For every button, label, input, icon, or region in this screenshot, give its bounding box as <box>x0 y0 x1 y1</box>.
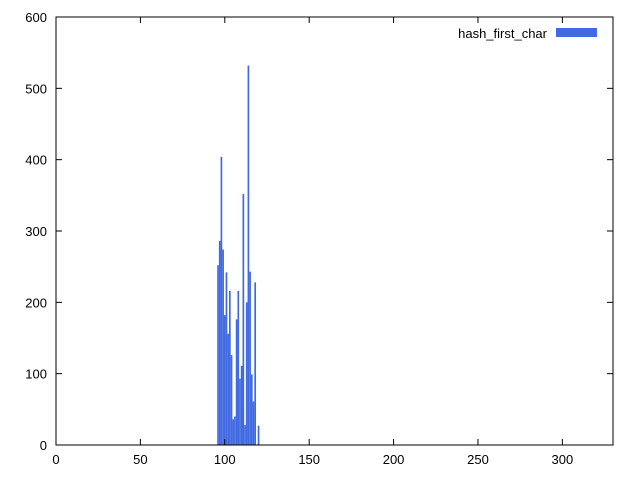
bar-112 <box>244 425 246 445</box>
x-tick-label: 300 <box>552 452 574 467</box>
plot-frame <box>55 16 614 446</box>
bar-96 <box>217 265 219 445</box>
x-tick-label: 0 <box>52 452 59 467</box>
legend: hash_first_char <box>458 26 597 41</box>
x-tick-label: 200 <box>383 452 405 467</box>
y-tick-label: 300 <box>25 224 47 239</box>
x-tick-label: 250 <box>467 452 489 467</box>
y-tick-label: 0 <box>40 438 47 453</box>
bar-114 <box>247 65 250 445</box>
y-tick-label: 100 <box>25 367 47 382</box>
legend-swatch <box>556 28 597 37</box>
bar-109 <box>239 378 241 445</box>
x-tick-label: 100 <box>214 452 236 467</box>
bar-97 <box>218 240 221 445</box>
bar-106 <box>234 416 236 445</box>
bar-118 <box>254 282 257 445</box>
bar-107 <box>235 319 238 445</box>
y-tick-label: 400 <box>25 153 47 168</box>
bar-113 <box>245 302 248 445</box>
bar-102 <box>227 333 230 445</box>
bar-110 <box>240 365 243 445</box>
bar-115 <box>249 271 251 445</box>
legend-label: hash_first_char <box>458 26 548 41</box>
bar-103 <box>229 290 231 445</box>
bar-98 <box>220 156 223 445</box>
bar-100 <box>223 315 226 445</box>
bar-99 <box>222 249 224 445</box>
x-tick-label: 150 <box>298 452 320 467</box>
y-tick-label: 200 <box>25 295 47 310</box>
bar-104 <box>230 355 233 445</box>
bar-101 <box>225 272 228 445</box>
x-tick-label: 50 <box>133 452 147 467</box>
y-tick-label: 500 <box>25 81 47 96</box>
bar-116 <box>250 374 253 445</box>
bar-120 <box>257 425 260 445</box>
bar-108 <box>237 290 240 445</box>
y-tick-label: 600 <box>25 10 47 25</box>
ticks-layer: 0 50 100 150 200 250 300 0 100 200 300 400 500 600 <box>25 10 613 467</box>
bar-117 <box>252 401 255 445</box>
bar-111 <box>242 193 245 445</box>
bars-layer <box>217 65 260 445</box>
bar-105 <box>232 419 235 445</box>
